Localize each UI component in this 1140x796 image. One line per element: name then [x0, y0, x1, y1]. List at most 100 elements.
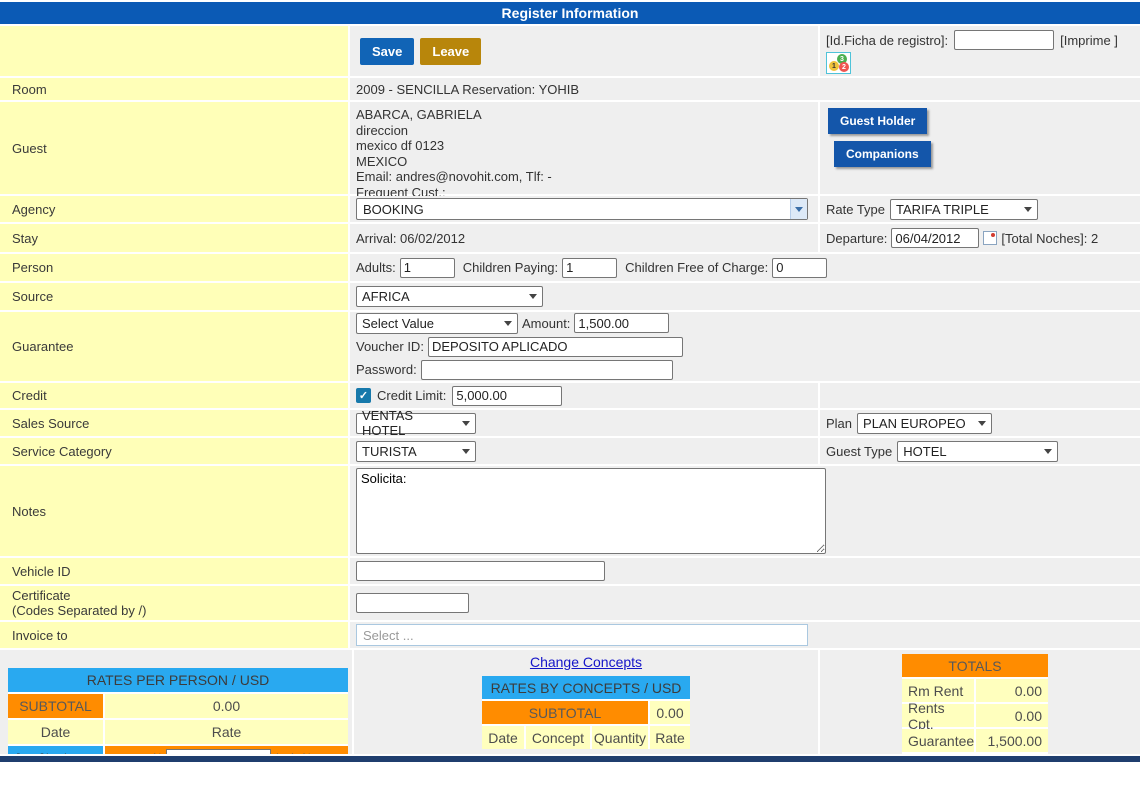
imprime-link[interactable]: [Imprime ]	[1060, 33, 1118, 48]
companions-button[interactable]: Companions	[834, 141, 931, 167]
vehicle-cell	[350, 558, 1140, 584]
notes-textarea[interactable]: Solicita:	[356, 468, 826, 554]
toolbar-left-spacer	[0, 26, 350, 76]
chevron-down-icon	[978, 421, 986, 426]
guarantee-type-select[interactable]: Select Value	[356, 313, 518, 334]
totals-table: TOTALS Rm Rent 0.00 Rents Cpt. 0.00 Guar…	[902, 654, 1048, 754]
leave-button[interactable]: Leave	[420, 38, 481, 65]
notes-label: Notes	[0, 466, 350, 556]
id-ficha-input[interactable]	[954, 30, 1054, 50]
guest-buttons: Guest Holder Companions	[818, 102, 1140, 194]
vehicle-row: Vehicle ID	[0, 556, 1140, 584]
amount-input[interactable]	[574, 313, 669, 333]
totals-row-value: 0.00	[976, 679, 1048, 702]
certificate-input[interactable]	[356, 593, 469, 613]
totals-row-value: 1,500.00	[976, 729, 1048, 752]
concepts-subtotal-value: 0.00	[650, 701, 690, 724]
rates-by-concepts-area: Change Concepts RATES BY CONCEPTS / USD …	[352, 650, 818, 754]
save-button[interactable]: Save	[360, 38, 414, 65]
guest-type-select[interactable]: HOTEL	[897, 441, 1058, 462]
guest-city: mexico df 0123	[356, 138, 552, 154]
guest-info: ABARCA, GABRIELA direccion mexico df 012…	[350, 102, 818, 194]
room-label: Room	[0, 78, 350, 100]
room-row: Room 2009 - SENCILLA Reservation: YOHIB	[0, 76, 1140, 100]
guest-type-label: Guest Type	[826, 444, 892, 459]
guest-name: ABARCA, GABRIELA	[356, 107, 552, 123]
credit-checkbox[interactable]: ✓	[356, 388, 371, 403]
source-select[interactable]: AFRICA	[356, 286, 543, 307]
credit-row: Credit ✓ Credit Limit:	[0, 381, 1140, 408]
toolbar-row: Save Leave [Id.Ficha de registro]: [Impr…	[0, 24, 1140, 76]
date-column-header: Date	[8, 720, 103, 744]
calendar-icon[interactable]	[983, 231, 997, 245]
credit-label: Credit	[0, 383, 350, 408]
rate-type-label: Rate Type	[826, 202, 885, 217]
subtotal-label: SUBTOTAL	[8, 694, 103, 718]
numbered-items-icon[interactable]: 1 3 2	[826, 52, 851, 74]
person-cell: Adults: Children Paying: Children Free o…	[350, 254, 1140, 281]
adults-label: Adults:	[356, 260, 396, 275]
service-category-row: Service Category TURISTA Guest Type HOTE…	[0, 436, 1140, 464]
sales-source-label: Sales Source	[0, 410, 350, 436]
chevron-down-icon	[462, 449, 470, 454]
plan-select[interactable]: PLAN EUROPEO	[857, 413, 992, 434]
guest-holder-button[interactable]: Guest Holder	[828, 108, 927, 134]
children-paying-label: Children Paying:	[463, 260, 558, 275]
bottom-summary-band: RATES PER PERSON / USD SUBTOTAL 0.00 Dat…	[0, 648, 1140, 754]
rate-row-values: Ad$ / Chd$	[105, 746, 348, 754]
totals-header: TOTALS	[902, 654, 1048, 677]
room-value: 2009 - SENCILLA Reservation: YOHIB	[350, 78, 1140, 100]
service-category-select[interactable]: TURISTA	[356, 441, 476, 462]
departure-label: Departure:	[826, 231, 887, 246]
departure-input[interactable]	[891, 228, 979, 248]
voucher-id-input[interactable]	[428, 337, 683, 357]
chevron-down-icon	[504, 321, 512, 326]
agency-row: Agency BOOKING Rate Type TARIFA TRIPLE	[0, 194, 1140, 222]
plan-cell: Plan PLAN EUROPEO	[818, 410, 1140, 436]
change-concepts-link[interactable]: Change Concepts	[530, 654, 642, 670]
rate-type-select[interactable]: TARIFA TRIPLE	[890, 199, 1038, 220]
children-free-label: Children Free of Charge:	[625, 260, 768, 275]
stay-row: Stay Arrival: 06/02/2012 Departure: [Tot…	[0, 222, 1140, 252]
guest-country: MEXICO	[356, 154, 552, 170]
concepts-col-date: Date	[482, 726, 524, 749]
guest-type-cell: Guest Type HOTEL	[818, 438, 1140, 464]
totals-area: TOTALS Rm Rent 0.00 Rents Cpt. 0.00 Guar…	[818, 650, 1140, 754]
total-nights-text: [Total Noches]: 2	[1001, 231, 1098, 246]
concepts-col-rate: Rate	[650, 726, 690, 749]
totals-row-label: Rents Cpt.	[902, 704, 974, 727]
chevron-down-icon	[462, 421, 470, 426]
rates-concepts-header: RATES BY CONCEPTS / USD	[482, 676, 690, 699]
id-ficha-area: [Id.Ficha de registro]: [Imprime ] 1 3 2	[818, 26, 1140, 76]
voucher-id-label: Voucher ID:	[356, 339, 424, 354]
invoice-to-select[interactable]: Select ...	[356, 624, 808, 646]
credit-right-spacer	[818, 383, 1140, 408]
source-cell: AFRICA	[350, 283, 1140, 310]
password-input[interactable]	[421, 360, 673, 380]
stay-label: Stay	[0, 224, 350, 252]
children-paying-input[interactable]	[562, 258, 617, 278]
plan-label: Plan	[826, 416, 852, 431]
sales-source-row: Sales Source VENTAS HOTEL Plan PLAN EURO…	[0, 408, 1140, 436]
child-rate-label: / Chd$	[274, 751, 312, 755]
chevron-down-icon	[790, 199, 807, 219]
sales-source-cell: VENTAS HOTEL	[350, 410, 818, 436]
notes-row: Notes Solicita:	[0, 464, 1140, 556]
credit-limit-input[interactable]	[452, 386, 562, 406]
credit-cell: ✓ Credit Limit:	[350, 383, 818, 408]
rates-person-table: RATES PER PERSON / USD SUBTOTAL 0.00 Dat…	[8, 668, 348, 754]
concepts-subtotal-label: SUBTOTAL	[482, 701, 648, 724]
sales-source-select[interactable]: VENTAS HOTEL	[356, 413, 476, 434]
adults-input[interactable]	[400, 258, 455, 278]
chevron-down-icon	[529, 294, 537, 299]
agency-select[interactable]: BOOKING	[356, 198, 808, 220]
page-title: Register Information	[0, 2, 1140, 24]
rates-per-person-area: RATES PER PERSON / USD SUBTOTAL 0.00 Dat…	[0, 650, 352, 754]
person-row: Person Adults: Children Paying: Children…	[0, 252, 1140, 281]
invoice-to-label: Invoice to	[0, 622, 350, 648]
children-free-input[interactable]	[772, 258, 827, 278]
adult-rate-input[interactable]	[166, 749, 271, 754]
guarantee-cell: Select Value Amount: Voucher ID: Passwor…	[350, 312, 1140, 381]
vehicle-id-input[interactable]	[356, 561, 605, 581]
notes-cell: Solicita:	[350, 466, 1140, 556]
